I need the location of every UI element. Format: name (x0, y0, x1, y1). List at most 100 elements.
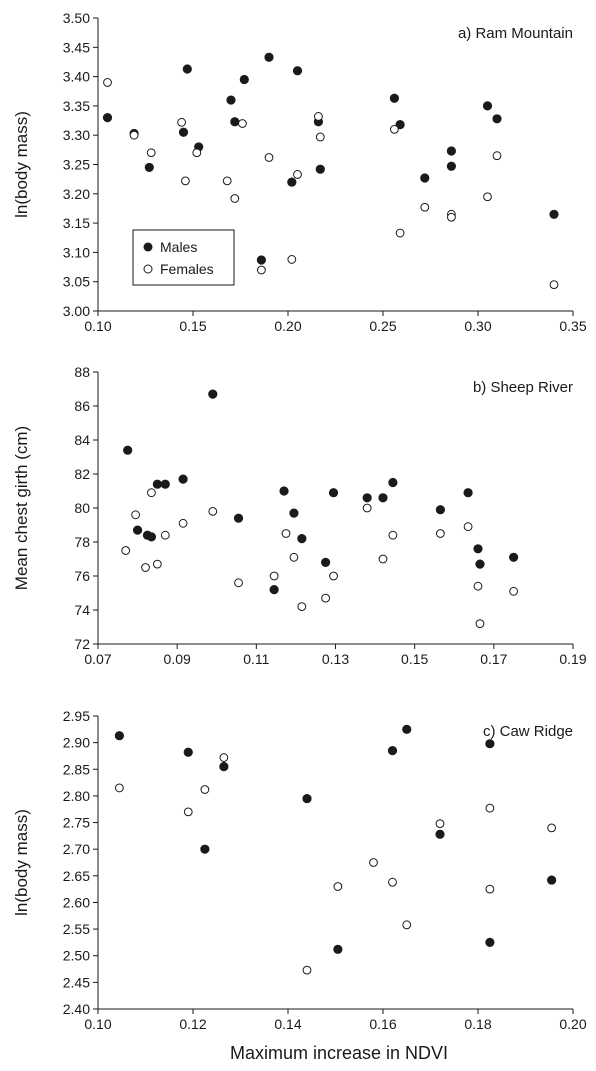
legend-marker-females (143, 264, 153, 274)
point-male (239, 74, 249, 85)
y-tick-label: 86 (74, 398, 90, 414)
x-tick-label: 0.25 (369, 318, 396, 334)
point-male (333, 944, 343, 954)
point-male (328, 488, 339, 498)
point-female (473, 581, 483, 591)
legend-label-females: Females (160, 261, 214, 277)
y-tick-label: 3.40 (63, 69, 90, 85)
y-tick-label: 3.45 (63, 39, 90, 55)
point-male (492, 114, 502, 124)
point-male (389, 93, 400, 103)
y-tick-label: 3.35 (63, 98, 90, 114)
x-tick-label: 0.14 (274, 1016, 301, 1032)
x-tick-label: 0.20 (274, 318, 301, 334)
y-tick-label: 2.75 (63, 815, 90, 831)
y-tick-label: 3.05 (63, 274, 90, 290)
point-male (482, 101, 493, 111)
point-male (420, 173, 430, 183)
x-tick-label: 0.12 (179, 1016, 206, 1032)
point-female (121, 546, 131, 555)
point-female (200, 785, 210, 794)
y-tick-label: 84 (74, 432, 90, 448)
y-tick-label: 78 (74, 534, 90, 550)
x-tick-label: 0.18 (464, 1016, 491, 1032)
panel-caw-ridge: 2.40 2.45 2.50 2.55 2.60 2.65 2.70 2.75 2.80 2.85… (12, 708, 587, 1032)
y-tick-label: 3.15 (63, 215, 90, 231)
point-female (483, 192, 492, 202)
x-tick-label: 0.16 (369, 1016, 396, 1032)
x-tick-label: 0.35 (559, 318, 586, 334)
point-male (473, 544, 483, 554)
point-male (183, 747, 193, 757)
point-female (492, 151, 502, 161)
x-tick-label: 0.07 (84, 651, 111, 667)
point-female (287, 255, 297, 264)
x-tick-label: 0.17 (480, 651, 507, 667)
point-female (369, 858, 378, 867)
point-female (485, 884, 495, 894)
point-female (475, 619, 485, 628)
point-female (395, 228, 405, 238)
x-tick-label: 0.19 (559, 651, 586, 667)
y-tick-label: 2.85 (63, 761, 90, 777)
point-female (289, 552, 299, 562)
point-female (321, 593, 331, 603)
point-male (132, 525, 143, 535)
point-male (208, 389, 218, 399)
point-male (269, 584, 279, 595)
point-female (388, 877, 397, 887)
point-female (230, 194, 240, 203)
point-female (147, 488, 156, 498)
y-tick-label: 2.65 (63, 868, 90, 884)
point-female (297, 602, 307, 611)
point-male (315, 164, 325, 174)
x-tick-label: 0.09 (164, 651, 191, 667)
x-tick-label: 0.10 (84, 1016, 111, 1032)
x-axis-label: Maximum increase in NDVI (230, 1043, 448, 1063)
point-male (114, 731, 124, 741)
point-female (131, 510, 141, 520)
point-female (114, 783, 124, 793)
point-male (485, 739, 495, 749)
point-male (302, 793, 312, 804)
point-male (152, 479, 162, 489)
point-male (264, 52, 274, 62)
y-tick-label: 3.30 (63, 127, 90, 143)
y-tick-label: 2.40 (63, 1001, 90, 1017)
x-tick-label: 0.13 (322, 651, 349, 667)
y-tick-label: 72 (74, 636, 90, 652)
point-female (314, 112, 323, 121)
point-female (141, 563, 150, 572)
y-tick-label: 74 (74, 602, 90, 618)
point-female (177, 117, 187, 127)
point-female (257, 265, 266, 275)
point-female (378, 554, 388, 564)
y-tick-label: 2.45 (63, 974, 90, 990)
point-male (446, 161, 457, 171)
point-male (289, 508, 299, 518)
point-male (256, 255, 267, 265)
point-female (129, 130, 139, 140)
point-male (463, 488, 473, 498)
point-male (321, 557, 331, 568)
point-female (183, 807, 193, 817)
legend: Males Females (132, 229, 235, 286)
panel-sheep-river: 72 74 76 78 80 82 84 86 88 0.07 0.09 0.11 0.13 0.15 0.… (12, 364, 587, 667)
y-tick-label: 3.20 (63, 186, 90, 202)
y-axis-label: Mean chest girth (cm) (12, 426, 31, 590)
y-tick-label: 2.60 (63, 894, 90, 910)
point-female (208, 507, 218, 516)
point-male (146, 532, 157, 542)
point-female (146, 148, 156, 158)
point-male (102, 113, 113, 123)
y-axis-label: ln(body mass) (12, 111, 31, 218)
point-female (435, 819, 445, 829)
panel-ram-mountain: 3.00 3.05 3.10 3.15 3.20 3.25 3.30 3.35 3.40 3.45… (12, 10, 587, 334)
point-male (362, 493, 372, 503)
point-female (362, 503, 372, 513)
point-male (297, 533, 307, 544)
point-male (226, 95, 236, 105)
point-female (234, 578, 243, 588)
y-tick-label: 76 (74, 568, 90, 584)
point-female (388, 530, 398, 540)
